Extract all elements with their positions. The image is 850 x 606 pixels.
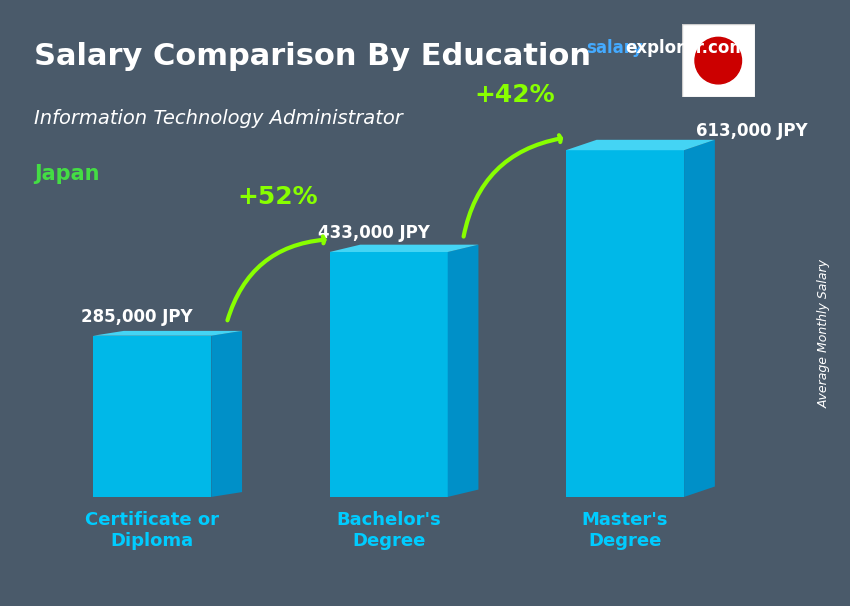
Text: 613,000 JPY: 613,000 JPY (696, 122, 808, 140)
Polygon shape (212, 331, 242, 497)
Text: salary: salary (586, 39, 643, 58)
Text: Information Technology Administrator: Information Technology Administrator (34, 109, 403, 128)
Polygon shape (682, 24, 755, 97)
Text: Salary Comparison By Education: Salary Comparison By Education (34, 42, 591, 72)
Text: explorer.com: explorer.com (625, 39, 746, 58)
Text: 285,000 JPY: 285,000 JPY (82, 307, 193, 325)
Polygon shape (448, 245, 479, 497)
Text: 433,000 JPY: 433,000 JPY (318, 224, 429, 242)
Text: +52%: +52% (238, 185, 319, 209)
Polygon shape (566, 140, 715, 150)
Polygon shape (94, 336, 212, 497)
Circle shape (695, 38, 741, 84)
Polygon shape (566, 150, 684, 497)
Text: Japan: Japan (34, 164, 99, 184)
Text: Average Monthly Salary: Average Monthly Salary (818, 259, 831, 408)
Polygon shape (330, 252, 448, 497)
Polygon shape (684, 140, 715, 497)
Polygon shape (94, 331, 242, 336)
Text: +42%: +42% (474, 83, 555, 107)
Polygon shape (330, 245, 479, 252)
